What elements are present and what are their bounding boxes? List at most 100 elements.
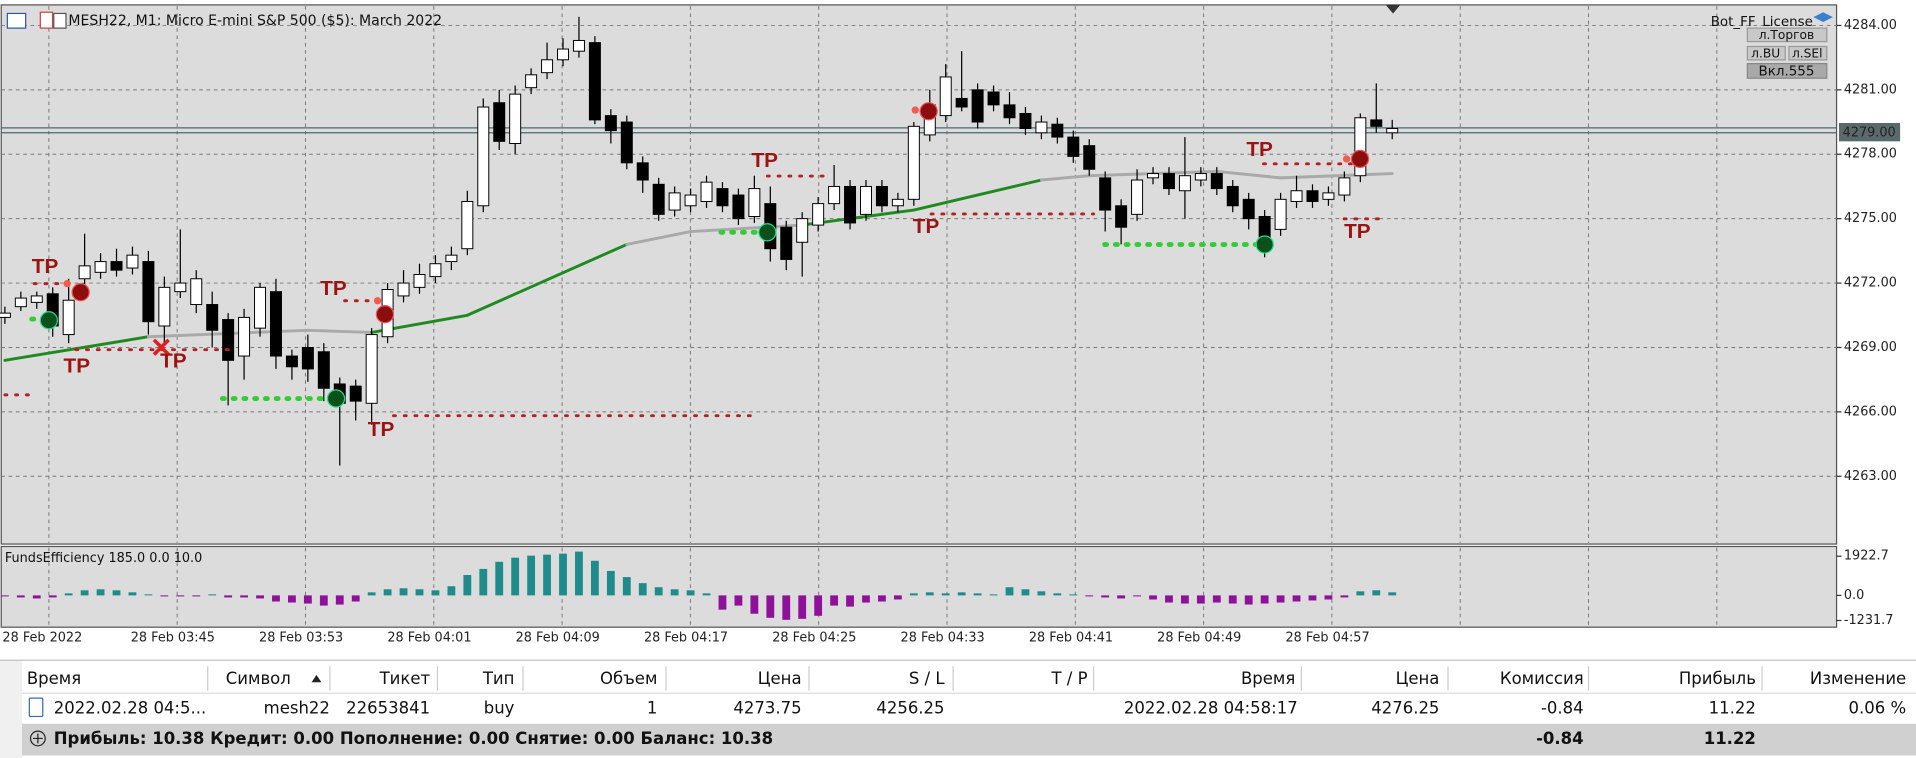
histogram-bar	[766, 595, 775, 618]
histogram-bar	[1340, 595, 1349, 598]
expand-icon[interactable]	[29, 730, 46, 747]
histogram-bar	[941, 593, 950, 596]
y-tick-label: 4278.00	[1844, 147, 1897, 162]
histogram-bar	[893, 595, 902, 600]
column-header[interactable]: T / P	[1050, 669, 1087, 688]
candle-body	[317, 351, 330, 389]
candle-body	[1099, 177, 1112, 211]
histogram-bar	[1165, 595, 1173, 603]
column-header[interactable]: Цена	[1396, 669, 1440, 688]
candle-body	[716, 188, 729, 207]
buy-signal	[758, 223, 777, 242]
button-label[interactable]: Вкл.555	[1759, 65, 1815, 80]
table-cell: 22653841	[346, 699, 430, 718]
button-label[interactable]: л.BU	[1751, 46, 1780, 60]
histogram-bar	[431, 590, 440, 596]
histogram-bar	[814, 595, 823, 616]
histogram-bar	[1133, 595, 1141, 597]
button[interactable]	[1746, 62, 1828, 79]
column-header[interactable]: Объем	[600, 669, 657, 688]
candle-body	[604, 115, 617, 132]
sort-arrow[interactable]	[311, 674, 322, 683]
button[interactable]	[1746, 45, 1786, 61]
moving-average	[465, 242, 629, 317]
column-header[interactable]: Цена	[758, 669, 802, 688]
candle-body	[1194, 173, 1207, 181]
histogram-bar	[1228, 595, 1237, 604]
candle-body	[0, 312, 11, 318]
candle-body	[1386, 127, 1399, 134]
button-label[interactable]: л.Торгов	[1759, 28, 1814, 42]
histogram-bar	[1324, 595, 1333, 600]
candle-body	[477, 106, 490, 207]
button[interactable]	[1746, 27, 1828, 43]
button[interactable]	[1788, 45, 1828, 61]
x-tick-label: 28 Feb 03:45	[131, 631, 215, 646]
tp-label: TP	[1246, 138, 1273, 161]
column-header[interactable]: Прибыль	[1679, 669, 1756, 688]
sell-signal	[375, 305, 395, 324]
candle-body	[1178, 175, 1191, 192]
candle-body	[222, 319, 235, 361]
candle-body	[971, 89, 984, 123]
histogram-bar	[750, 595, 759, 614]
candle-body	[668, 192, 681, 211]
candle-body	[110, 261, 123, 271]
column-header[interactable]: Тикет	[379, 669, 431, 688]
candle-body	[1019, 112, 1032, 129]
histogram-bar	[511, 557, 520, 596]
histogram-bar	[144, 594, 153, 596]
candle-body	[238, 316, 251, 357]
column-header[interactable]: Время	[1241, 669, 1295, 688]
candle-body	[397, 282, 410, 297]
chart-title: MESH22, M1: Micro E-mini S&P 500 ($5): M…	[68, 13, 442, 29]
histogram-bar	[622, 577, 631, 596]
candle-body	[78, 265, 91, 280]
histogram-bar	[1388, 592, 1397, 596]
column-header[interactable]: Время	[27, 669, 81, 688]
column-header[interactable]: S / L	[909, 669, 946, 688]
candle-body	[987, 91, 1000, 106]
candle-body	[126, 254, 139, 269]
y-tick-label: 4269.00	[1844, 340, 1897, 355]
y-tick-label: 4263.00	[1844, 469, 1897, 484]
column-header[interactable]: Изменение	[1810, 669, 1906, 688]
expand-icon[interactable]	[32, 733, 43, 744]
histogram-bar	[989, 594, 998, 596]
histogram-bar	[909, 593, 918, 596]
histogram-bar	[654, 587, 663, 596]
entry-dot	[373, 297, 382, 305]
column-header[interactable]: Комиссия	[1500, 669, 1584, 688]
candle-body	[652, 183, 665, 215]
histogram-bar	[399, 588, 408, 596]
histogram-bar	[160, 595, 169, 597]
x-tick-label: 28 Feb 04:57	[1285, 631, 1369, 646]
histogram-bar	[878, 595, 886, 602]
table-cell: 2022.02.28 04:5...	[54, 699, 206, 718]
histogram-bar	[495, 561, 504, 596]
histogram-bar	[112, 590, 121, 596]
column-header[interactable]: Символ	[226, 669, 291, 688]
button-label[interactable]: л.SEl	[1792, 46, 1823, 60]
histogram-bar	[224, 595, 233, 598]
column-header[interactable]: Тип	[482, 669, 515, 688]
x-tick-label: 28 Feb 04:49	[1157, 631, 1241, 646]
histogram-bar	[383, 589, 392, 596]
trade-table	[0, 659, 1916, 758]
histogram-bar	[192, 595, 201, 597]
histogram-bar	[1356, 591, 1365, 596]
y-tick-label: 4275.00	[1844, 211, 1897, 226]
moving-average	[1279, 172, 1394, 180]
histogram-bar	[0, 595, 9, 597]
histogram-bar	[1149, 595, 1157, 600]
candle-body	[1354, 117, 1367, 177]
moving-average	[1215, 169, 1283, 180]
price-tag-label: 4279.00	[1843, 125, 1896, 140]
candle-body	[588, 42, 601, 121]
histogram-bar	[1196, 595, 1205, 604]
histogram-bar	[670, 589, 679, 596]
icon	[39, 11, 54, 29]
moving-average	[689, 223, 804, 233]
candle-body	[907, 125, 920, 200]
